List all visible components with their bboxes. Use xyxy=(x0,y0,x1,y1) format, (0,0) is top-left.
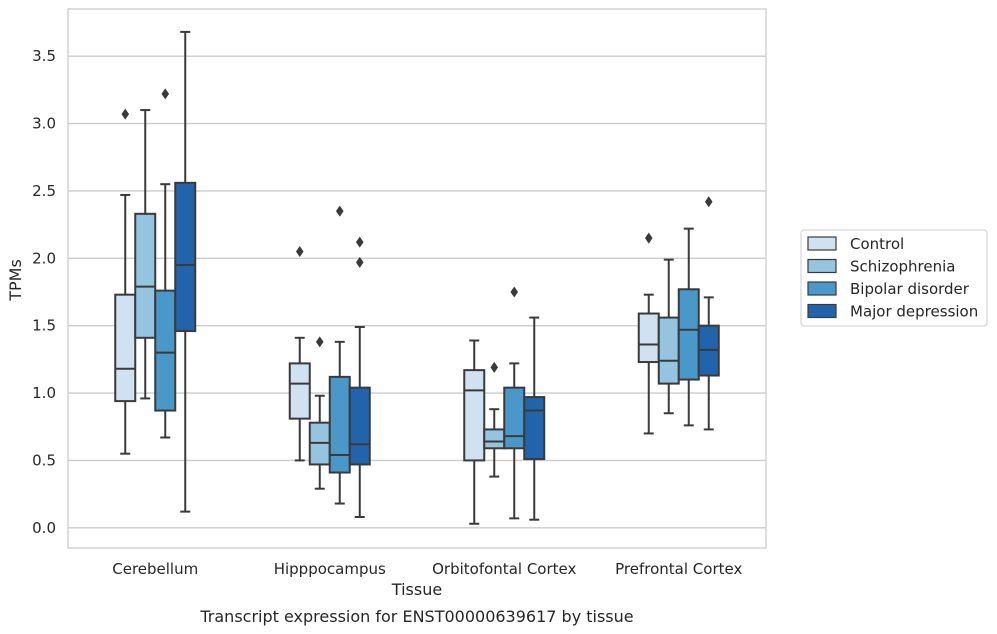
outlier-point xyxy=(161,88,170,100)
legend-frame xyxy=(800,229,988,327)
x-tick-labels: Cerebellum Hipppocampus Orbitofontal Corte… xyxy=(112,560,742,578)
box-layer xyxy=(114,30,720,525)
outlier-point xyxy=(295,246,304,258)
outlier-point xyxy=(335,205,344,217)
x-tick-label: Hipppocampus xyxy=(274,560,386,578)
chart-caption: Transcript expression for ENST0000063961… xyxy=(199,607,633,626)
outlier-point xyxy=(121,108,130,120)
box-body xyxy=(154,289,177,412)
legend-label: Major depression xyxy=(850,303,978,321)
box-body xyxy=(637,312,660,364)
x-tick-label: Orbitofontal Cortex xyxy=(432,560,576,578)
box-body xyxy=(503,386,526,450)
box-control xyxy=(637,232,660,435)
box-bipolar-disorder xyxy=(328,205,351,505)
legend-swatch xyxy=(807,258,837,274)
box-body xyxy=(483,428,506,450)
box-control xyxy=(463,339,486,525)
x-axis-title: Tissue xyxy=(391,580,442,599)
outlier-point xyxy=(644,232,653,244)
y-tick-label: 2.5 xyxy=(32,182,56,200)
outlier-point xyxy=(510,286,519,298)
box-body xyxy=(174,181,197,333)
legend-swatch xyxy=(807,303,837,319)
box-schizophrenia xyxy=(134,109,157,400)
y-tick-label: 1.5 xyxy=(32,317,56,335)
y-tick-labels: 0.0 0.5 1.0 1.5 2.0 2.5 3.0 3.5 xyxy=(32,47,56,537)
box-body xyxy=(114,293,137,403)
y-tick-label: 0.5 xyxy=(32,451,56,469)
outlier-point xyxy=(355,236,364,248)
box-control xyxy=(114,108,137,455)
box-body xyxy=(348,386,371,466)
y-tick-label: 3.0 xyxy=(32,115,56,133)
x-tick-label: Cerebellum xyxy=(112,560,198,578)
plot-frame xyxy=(67,8,767,549)
legend-swatch xyxy=(807,236,837,251)
legend-label: Schizophrenia xyxy=(850,258,955,276)
y-tick-label: 3.5 xyxy=(32,47,56,65)
box-body xyxy=(657,316,680,385)
box-body xyxy=(463,369,486,462)
y-tick-label: 1.0 xyxy=(32,384,56,402)
box-body xyxy=(677,288,700,381)
box-bipolar-disorder xyxy=(154,88,177,439)
box-schizophrenia xyxy=(657,258,680,415)
box-major-depression xyxy=(523,316,546,521)
legend-label: Control xyxy=(850,235,904,253)
y-tick-label: 2.0 xyxy=(32,249,56,267)
box-body xyxy=(328,375,351,474)
box-body xyxy=(134,212,157,339)
outlier-point xyxy=(315,336,324,348)
box-bipolar-disorder xyxy=(503,286,526,520)
box-major-depression xyxy=(697,196,720,431)
legend-label: Bipolar disorder xyxy=(850,280,970,298)
y-tick-label: 0.0 xyxy=(32,519,56,537)
legend: Control Schizophrenia Bipolar disorder Majo… xyxy=(800,229,988,327)
outlier-point xyxy=(704,196,713,208)
box-major-depression xyxy=(174,30,197,513)
outlier-point xyxy=(490,361,499,373)
box-body xyxy=(288,362,311,420)
box-control xyxy=(288,246,311,462)
box-major-depression xyxy=(348,236,371,519)
box-schizophrenia xyxy=(483,361,506,478)
x-tick-label: Prefrontal Cortex xyxy=(615,560,742,578)
y-axis-title: TPMs xyxy=(6,259,25,302)
legend-swatch xyxy=(807,281,837,296)
box-schizophrenia xyxy=(308,336,331,490)
outlier-point xyxy=(355,256,364,268)
box-body xyxy=(523,396,546,461)
